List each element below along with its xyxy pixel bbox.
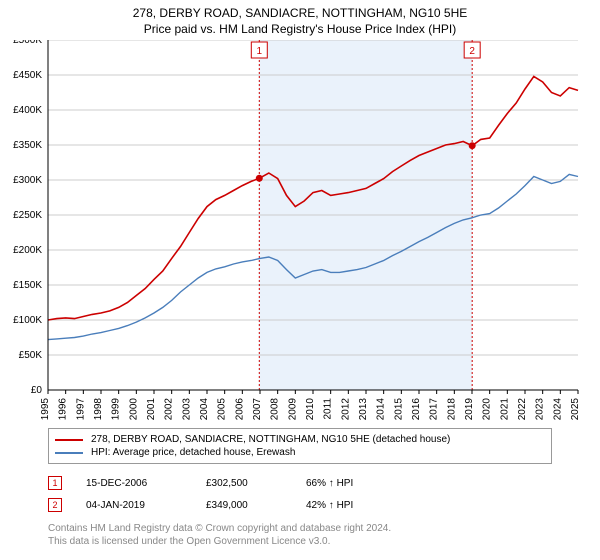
svg-text:£50K: £50K	[19, 350, 43, 361]
svg-text:£400K: £400K	[13, 105, 42, 116]
footer-line: This data is licensed under the Open Gov…	[48, 535, 552, 548]
svg-text:2000: 2000	[128, 398, 139, 420]
svg-text:1996: 1996	[58, 398, 69, 420]
svg-text:£150K: £150K	[13, 280, 42, 291]
svg-text:2001: 2001	[146, 398, 157, 420]
legend-swatch	[55, 452, 83, 454]
svg-text:1: 1	[257, 46, 263, 57]
legend-swatch	[55, 439, 83, 441]
svg-text:2018: 2018	[446, 398, 457, 420]
svg-text:2007: 2007	[252, 398, 263, 420]
marker-diff: 66% ↑ HPI	[306, 478, 426, 489]
svg-text:2008: 2008	[270, 398, 281, 420]
chart-svg: £0 £50K £100K £150K £200K £250K £300K £350K £400…	[0, 40, 600, 420]
svg-text:2015: 2015	[393, 398, 404, 420]
marker-date: 04-JAN-2019	[86, 500, 206, 511]
svg-text:2017: 2017	[429, 398, 440, 420]
sale-marker-table: 1 15-DEC-2006 £302,500 66% ↑ HPI 2 04-JA…	[48, 472, 552, 516]
chart-subtitle: Price paid vs. HM Land Registry's House …	[0, 22, 600, 36]
svg-text:£300K: £300K	[13, 175, 42, 186]
svg-text:£100K: £100K	[13, 315, 42, 326]
svg-text:2020: 2020	[482, 398, 493, 420]
svg-text:2011: 2011	[323, 398, 334, 420]
svg-text:£450K: £450K	[13, 70, 42, 81]
legend-item: HPI: Average price, detached house, Erew…	[55, 446, 545, 459]
footer-line: Contains HM Land Registry data © Crown c…	[48, 522, 552, 535]
legend: 278, DERBY ROAD, SANDIACRE, NOTTINGHAM, …	[48, 428, 552, 464]
svg-text:2003: 2003	[181, 398, 192, 420]
svg-text:1998: 1998	[93, 398, 104, 420]
marker-date: 15-DEC-2006	[86, 478, 206, 489]
chart-area: £0 £50K £100K £150K £200K £250K £300K £350K £400…	[0, 40, 600, 420]
svg-text:£250K: £250K	[13, 210, 42, 221]
svg-text:2021: 2021	[499, 398, 510, 420]
svg-text:2024: 2024	[552, 398, 563, 420]
svg-text:£200K: £200K	[13, 245, 42, 256]
svg-text:2019: 2019	[464, 398, 475, 420]
sale-marker-row: 1 15-DEC-2006 £302,500 66% ↑ HPI	[48, 472, 552, 494]
svg-text:2023: 2023	[535, 398, 546, 420]
svg-text:2010: 2010	[305, 398, 316, 420]
marker-price: £349,000	[206, 500, 306, 511]
marker-price: £302,500	[206, 478, 306, 489]
svg-text:2022: 2022	[517, 398, 528, 420]
svg-text:1997: 1997	[75, 398, 86, 420]
marker-badge: 1	[48, 476, 62, 490]
sale-marker-row: 2 04-JAN-2019 £349,000 42% ↑ HPI	[48, 494, 552, 516]
figure: { "titles": { "line1": "278, DERBY ROAD,…	[0, 0, 600, 560]
legend-item: 278, DERBY ROAD, SANDIACRE, NOTTINGHAM, …	[55, 433, 545, 446]
svg-text:2014: 2014	[376, 398, 387, 420]
legend-label: 278, DERBY ROAD, SANDIACRE, NOTTINGHAM, …	[91, 434, 450, 445]
svg-text:£500K: £500K	[13, 40, 42, 46]
svg-text:2016: 2016	[411, 398, 422, 420]
footer-attribution: Contains HM Land Registry data © Crown c…	[48, 522, 552, 548]
chart-title-address: 278, DERBY ROAD, SANDIACRE, NOTTINGHAM, …	[0, 6, 600, 20]
svg-text:2025: 2025	[570, 398, 581, 420]
marker-diff: 42% ↑ HPI	[306, 500, 426, 511]
chart-titles: 278, DERBY ROAD, SANDIACRE, NOTTINGHAM, …	[0, 0, 600, 36]
svg-text:1995: 1995	[40, 398, 51, 420]
svg-text:2: 2	[469, 46, 475, 57]
svg-text:2004: 2004	[199, 398, 210, 420]
svg-text:1999: 1999	[111, 398, 122, 420]
svg-text:2012: 2012	[340, 398, 351, 420]
svg-text:£0: £0	[31, 385, 43, 396]
marker-badge: 2	[48, 498, 62, 512]
svg-text:2005: 2005	[217, 398, 228, 420]
svg-text:2002: 2002	[164, 398, 175, 420]
svg-text:2006: 2006	[234, 398, 245, 420]
svg-text:2013: 2013	[358, 398, 369, 420]
svg-text:£350K: £350K	[13, 140, 42, 151]
legend-label: HPI: Average price, detached house, Erew…	[91, 447, 295, 458]
svg-text:2009: 2009	[287, 398, 298, 420]
